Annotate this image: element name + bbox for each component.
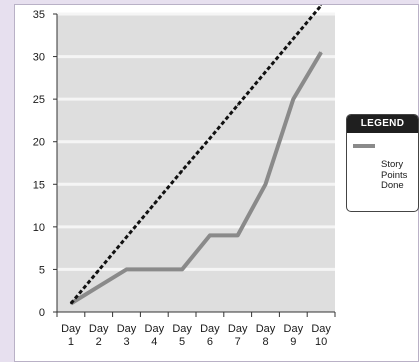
x-tick-label-line: Day: [89, 323, 109, 335]
x-tick-label-9: Day 9: [284, 323, 304, 348]
y-tick-label-25: 25: [33, 94, 45, 106]
x-tick-label-5: Day 5: [172, 323, 192, 348]
x-tick-label-7: Day 7: [228, 323, 248, 348]
x-tick-label-4: Day 4: [145, 323, 165, 348]
data-point-series-0-day-8: [264, 183, 267, 185]
x-tick-label-line: Day: [311, 323, 331, 335]
data-point-series-1-day-8: [264, 71, 267, 73]
data-point-series-0-day-7: [237, 234, 239, 236]
y-tick-label-35: 35: [33, 9, 45, 21]
x-tick-label-10: Day 10: [311, 323, 331, 348]
data-point-series-1-day-4: [153, 203, 155, 205]
data-point-series-1-day-5: [181, 170, 183, 172]
x-tick-label-2: Day 2: [89, 323, 109, 348]
data-point-series-1-day-9: [292, 38, 294, 40]
x-tick-label-line: 2: [96, 336, 102, 348]
plot-area: [57, 14, 335, 312]
x-tick-label-line: Day: [172, 323, 192, 335]
x-tick-label-line: 3: [123, 336, 129, 348]
x-tick-label-line: 9: [290, 336, 296, 348]
data-point-series-0-day-10: [320, 51, 322, 53]
x-tick-label-6: Day 6: [200, 323, 220, 348]
data-point-series-0-day-9: [292, 98, 294, 100]
x-tick-label-line: 4: [151, 336, 157, 348]
data-point-series-0-day-6: [209, 234, 211, 236]
data-point-series-1-day-2: [98, 269, 100, 271]
data-point-series-0-day-5: [181, 268, 183, 271]
x-tick-label-line: 5: [179, 336, 185, 348]
x-tick-label-1: Day 1: [61, 323, 81, 348]
y-tick-label-30: 30: [33, 52, 45, 64]
y-tick-label-0: 0: [39, 307, 45, 319]
x-tick-label-line: 1: [68, 336, 74, 348]
y-tick-label-20: 20: [33, 137, 45, 149]
legend-item-label: Story Points Done: [381, 159, 408, 191]
data-point-series-1-day-6: [209, 137, 211, 139]
x-tick-label-line: 8: [262, 336, 268, 348]
y-tick-label-10: 10: [33, 222, 45, 234]
data-point-series-1-day-3: [125, 236, 128, 238]
series-line-story-points-done: [69, 51, 323, 306]
x-tick-label-8: Day 8: [256, 323, 276, 348]
data-point-series-1-day-1: [70, 302, 72, 305]
x-tick-label-line: Day: [145, 323, 165, 335]
x-tick-label-3: Day 3: [117, 323, 137, 348]
x-tick-label-line: Day: [284, 323, 304, 335]
data-point-series-1-day-7: [237, 104, 239, 106]
data-point-series-1-day-10: [320, 4, 322, 7]
data-point-series-0-day-4: [153, 268, 155, 271]
legend-swatch: [353, 144, 375, 148]
legend-title: LEGEND: [347, 115, 418, 133]
x-tick-label-line: 10: [315, 336, 327, 348]
x-tick-label-line: 6: [207, 336, 213, 348]
data-point-series-0-day-2: [98, 285, 100, 288]
x-tick-label-line: Day: [117, 323, 137, 335]
legend-box: LEGEND Story Points Done: [346, 114, 419, 212]
y-tick-label-5: 5: [39, 264, 45, 276]
x-tick-label-line: Day: [256, 323, 276, 335]
x-tick-label-line: 7: [235, 336, 241, 348]
x-tick-label-line: Day: [228, 323, 248, 335]
x-tick-label-line: Day: [200, 323, 220, 335]
legend-item-story-points-done: Story Points Done: [347, 133, 418, 192]
y-tick-label-15: 15: [33, 179, 45, 191]
data-point-series-0-day-3: [125, 268, 128, 271]
x-tick-label-line: Day: [61, 323, 81, 335]
